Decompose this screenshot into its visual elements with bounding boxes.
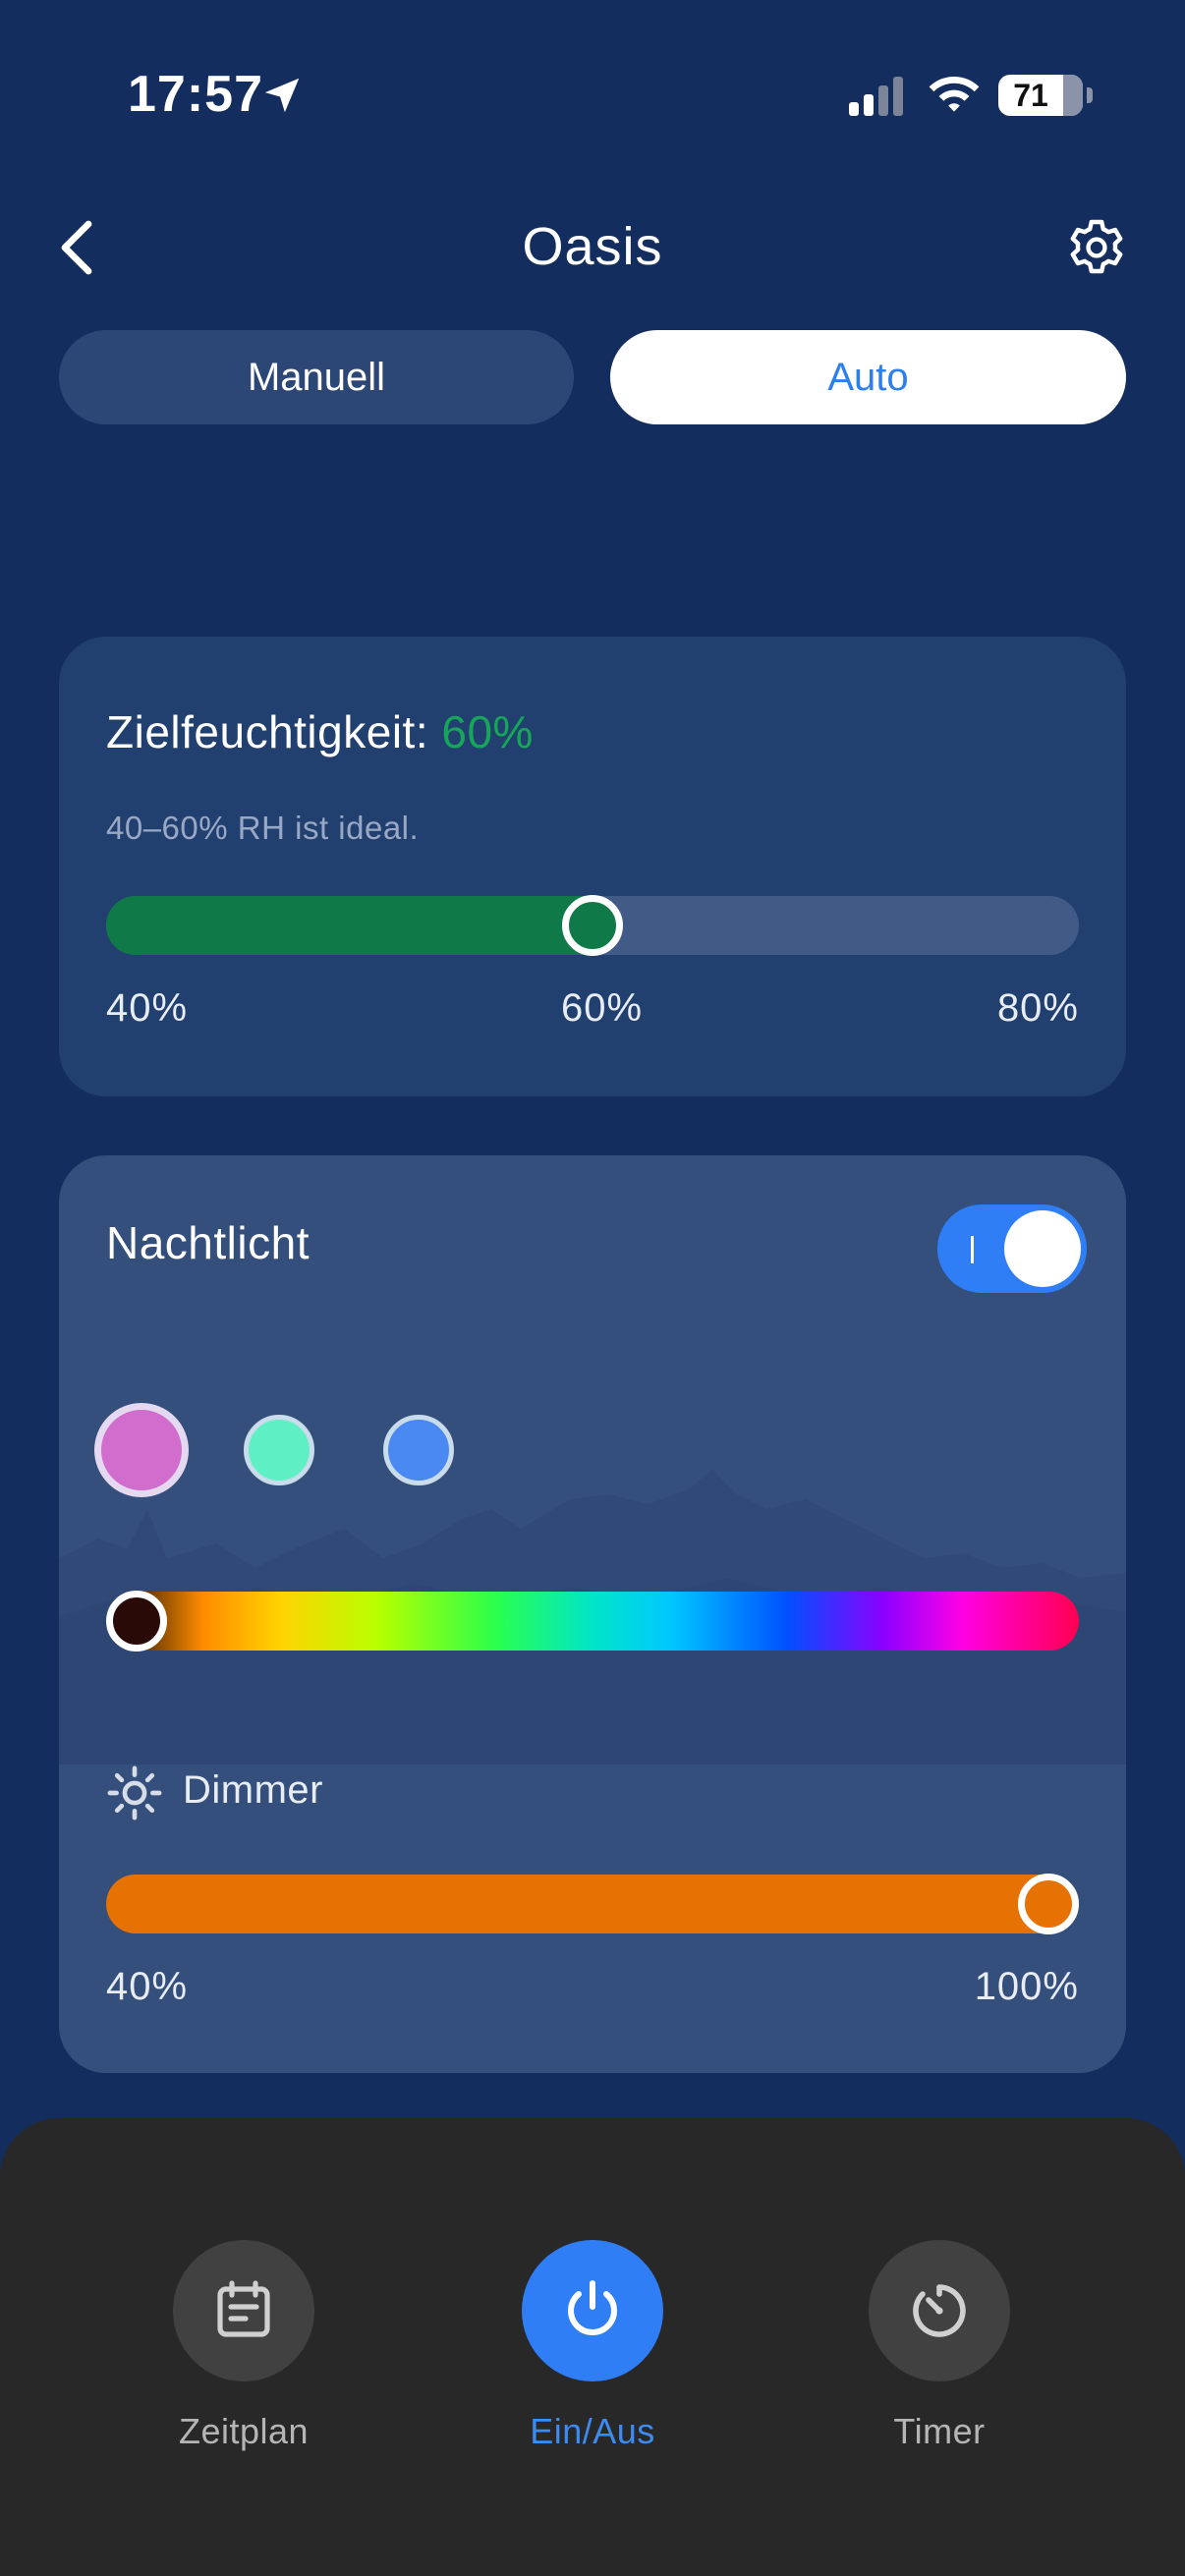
color-swatch-blue[interactable] <box>383 1415 454 1485</box>
battery-indicator: 71 <box>998 75 1093 116</box>
dimmer-label: Dimmer <box>183 1768 323 1812</box>
dimmer-max-label: 100% <box>974 1965 1079 2008</box>
toggle-thumb <box>1004 1210 1081 1287</box>
night-light-toggle[interactable] <box>937 1204 1087 1293</box>
night-light-title: Nachtlicht <box>106 1217 310 1268</box>
location-arrow-icon <box>264 78 300 113</box>
timer-button[interactable] <box>869 2240 1010 2381</box>
dimmer-slider[interactable] <box>106 1874 1079 1934</box>
humidity-value: 60% <box>441 706 534 757</box>
nav-timer[interactable]: Timer <box>831 2240 1047 2452</box>
power-icon <box>568 2280 617 2335</box>
humidity-slider-handle[interactable] <box>562 895 623 956</box>
back-chevron-icon[interactable] <box>55 218 98 277</box>
color-swatch-mint[interactable] <box>244 1415 314 1485</box>
color-hue-slider[interactable] <box>106 1591 1079 1652</box>
wifi-icon <box>929 77 980 112</box>
color-swatch-pink[interactable] <box>94 1403 189 1497</box>
calendar-icon <box>217 2280 270 2337</box>
toggle-on-mark <box>971 1236 974 1263</box>
tab-manual[interactable]: Manuell <box>59 330 574 424</box>
status-time: 17:57 <box>128 66 263 123</box>
nav-power[interactable]: Ein/Aus <box>484 2240 701 2452</box>
gear-icon[interactable] <box>1065 216 1128 279</box>
cellular-signal-icon <box>849 77 903 116</box>
humidity-card: Zielfeuchtigkeit: 60% 40–60% RH ist idea… <box>59 637 1126 1096</box>
humidity-slider-fill <box>106 896 592 955</box>
humidity-min-label: 40% <box>106 986 189 1030</box>
battery-level: 71 <box>1013 78 1048 113</box>
nav-schedule[interactable]: Zeitplan <box>136 2240 352 2452</box>
humidity-mid-label: 60% <box>561 986 644 1030</box>
color-hue-slider-handle[interactable] <box>106 1591 167 1652</box>
schedule-button[interactable] <box>173 2240 314 2381</box>
tab-auto[interactable]: Auto <box>610 330 1126 424</box>
humidity-label: Zielfeuchtigkeit: <box>106 706 429 757</box>
dimmer-min-label: 40% <box>106 1965 189 2008</box>
humidity-slider[interactable] <box>106 895 1079 956</box>
dimmer-slider-handle[interactable] <box>1018 1874 1079 1934</box>
night-light-card: Nachtlicht Dimmer <box>59 1155 1126 2073</box>
brightness-sun-icon <box>107 1765 162 1820</box>
nav-schedule-label: Zeitplan <box>178 2411 310 2451</box>
nav-timer-label: Timer <box>893 2411 986 2451</box>
power-button[interactable] <box>522 2240 663 2381</box>
humidity-max-label: 80% <box>996 986 1079 1030</box>
nav-power-label: Ein/Aus <box>530 2411 655 2451</box>
humidity-title: Zielfeuchtigkeit: 60% <box>106 705 534 758</box>
status-bar: 17:57 71 <box>0 0 1185 187</box>
page-title: Oasis <box>522 217 663 276</box>
timer-icon <box>913 2284 966 2337</box>
humidity-hint: 40–60% RH ist ideal. <box>106 810 420 846</box>
bottom-action-bar: Zeitplan Ein/Aus Timer <box>0 2118 1185 2576</box>
